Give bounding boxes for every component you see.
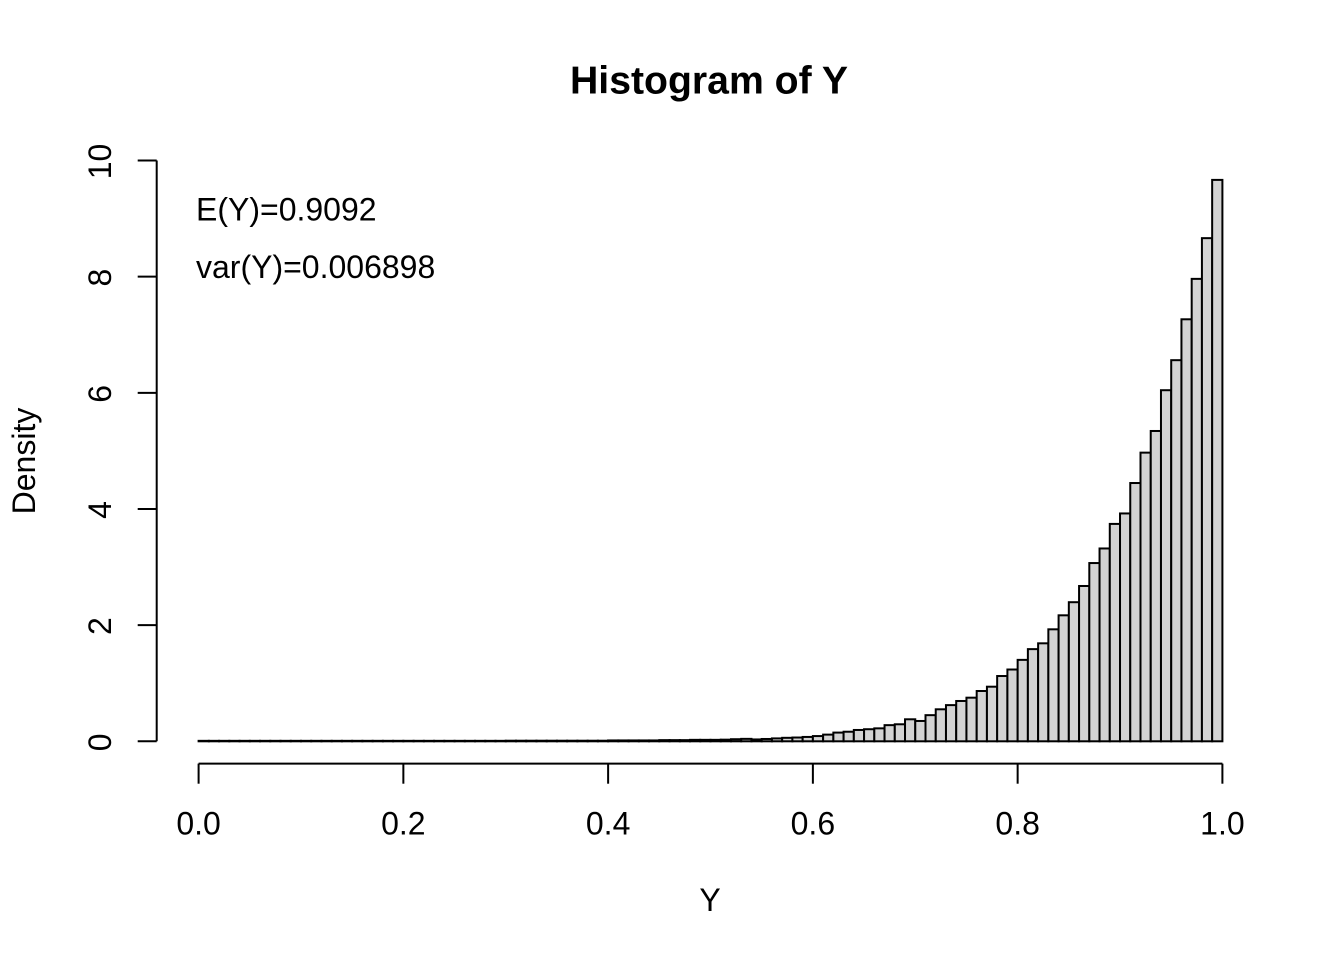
svg-text:Y: Y <box>699 882 720 918</box>
svg-text:1.0: 1.0 <box>1200 806 1244 842</box>
svg-text:0: 0 <box>82 733 118 751</box>
svg-text:0.2: 0.2 <box>381 806 425 842</box>
svg-text:var(Y)=0.006898: var(Y)=0.006898 <box>196 249 435 285</box>
svg-text:0.8: 0.8 <box>995 806 1039 842</box>
svg-text:0.6: 0.6 <box>791 806 835 842</box>
svg-text:2: 2 <box>82 617 118 635</box>
svg-text:8: 8 <box>82 269 118 287</box>
svg-text:10: 10 <box>82 144 118 180</box>
svg-text:Density: Density <box>6 408 42 515</box>
svg-text:0.0: 0.0 <box>176 806 220 842</box>
svg-text:Histogram of Y: Histogram of Y <box>570 60 848 103</box>
svg-text:E(Y)=0.9092: E(Y)=0.9092 <box>196 192 377 228</box>
svg-text:6: 6 <box>82 385 118 403</box>
svg-text:0.4: 0.4 <box>586 806 630 842</box>
svg-text:4: 4 <box>82 501 118 519</box>
